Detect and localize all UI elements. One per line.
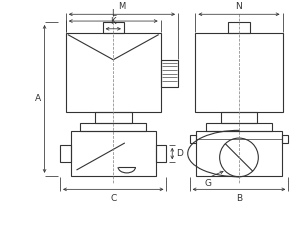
Text: N: N — [236, 2, 242, 11]
Text: C: C — [110, 194, 116, 203]
Text: A: A — [34, 94, 41, 103]
Text: D: D — [176, 149, 183, 158]
Bar — [228, 22, 250, 33]
Bar — [281, 135, 288, 143]
Bar — [60, 145, 71, 162]
Text: G: G — [205, 179, 212, 188]
Bar — [80, 123, 146, 131]
Bar — [190, 135, 196, 143]
Bar — [66, 33, 160, 112]
Text: B: B — [236, 194, 242, 203]
Bar — [156, 145, 167, 162]
Bar — [206, 123, 272, 131]
Bar — [71, 131, 156, 176]
Text: L: L — [111, 9, 116, 18]
Bar — [103, 22, 124, 33]
Text: M: M — [118, 2, 126, 11]
Bar — [196, 33, 283, 112]
Bar — [220, 112, 257, 123]
Bar — [95, 112, 132, 123]
Bar — [160, 60, 178, 87]
Bar — [196, 131, 281, 176]
Text: K: K — [110, 17, 116, 26]
